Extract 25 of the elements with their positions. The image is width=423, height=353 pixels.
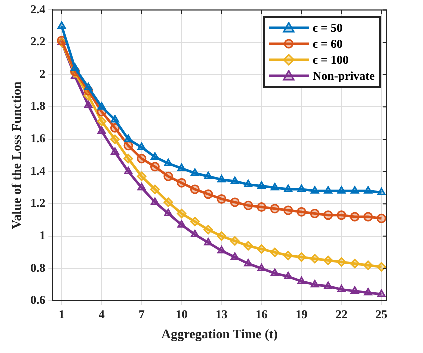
- x-axis-title: Aggregation Time (t): [162, 326, 278, 342]
- x-tick-label: 25: [376, 307, 388, 322]
- y-tick-label: 1.2: [30, 196, 46, 210]
- x-tick-label: 10: [176, 307, 188, 322]
- legend-label: ϵ = 60: [313, 36, 343, 52]
- x-tick-label: 19: [296, 307, 308, 322]
- y-tick-label: 0.8: [30, 260, 46, 275]
- y-tick-label: 1.6: [30, 132, 46, 146]
- legend-label: ϵ = 100: [313, 52, 349, 68]
- x-tick-label: 4: [98, 307, 105, 322]
- y-tick-label: 1.8: [30, 99, 46, 114]
- y-tick-label: 2.4: [30, 2, 46, 16]
- y-tick-label: 2: [40, 66, 46, 81]
- legend-label: Non-private: [313, 68, 375, 84]
- x-tick-label: 1: [58, 307, 65, 322]
- x-tick-label: 7: [138, 307, 145, 322]
- x-tick-label: 22: [336, 307, 348, 322]
- x-tick-label: 13: [216, 307, 228, 322]
- y-tick-label: 1.4: [30, 164, 46, 178]
- y-tick-label: 0.6: [30, 293, 46, 308]
- x-tick-label: 16: [256, 307, 268, 322]
- y-tick-label: 2.2: [30, 34, 46, 49]
- y-axis-title: Value of the Loss Function: [9, 81, 24, 230]
- legend-label: ϵ = 50: [313, 20, 343, 36]
- y-tick-label: 1: [40, 228, 46, 242]
